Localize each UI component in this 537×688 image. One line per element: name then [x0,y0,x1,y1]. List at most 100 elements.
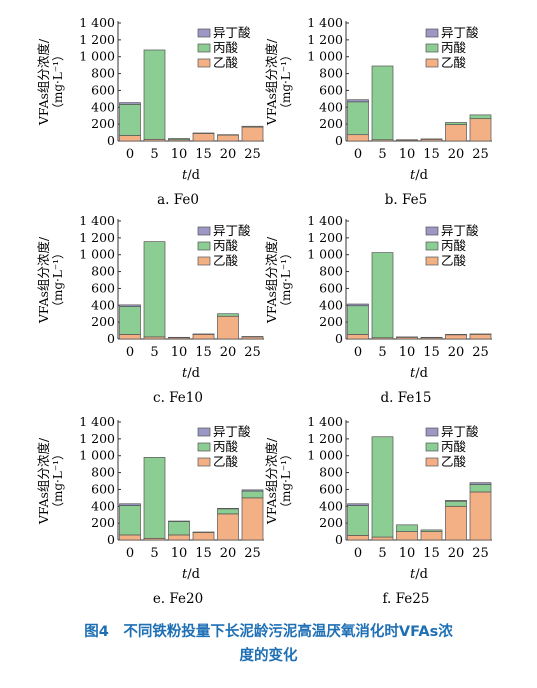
bar-segment [168,534,190,541]
x-tick-label: 15 [195,546,212,561]
y-axis-unit: （mg·L⁻¹） [279,247,293,313]
bar-segment [119,334,141,340]
x-tick-label: 0 [354,546,362,561]
x-tick-label: 20 [448,546,465,561]
legend-label: 乙酸 [441,55,467,70]
panel-label: b. Fe5 [385,192,427,208]
y-tick-label: 400 [91,498,115,513]
y-tick-label: 1 200 [79,32,115,47]
y-tick-label: 200 [319,116,343,131]
bar-segment [469,482,492,485]
x-axis-title: t/d [410,567,428,582]
bar-segment [347,99,369,103]
legend-label: 丙酸 [213,238,239,253]
y-tick-label: 1 200 [79,230,115,245]
y-tick-label: 1 200 [307,32,343,47]
legend-label: 乙酸 [213,253,239,268]
y-axis-title: VFAs组分浓度/ [36,38,51,126]
y-tick-label: 800 [319,465,343,480]
y-axis-unit: （mg·L⁻¹） [51,247,65,313]
bar-segment [445,500,467,502]
bar-segment [445,124,467,142]
legend-swatch [425,241,439,251]
y-tick-label: 400 [319,297,343,312]
bar-segment [119,306,141,335]
y-tick-label: 800 [91,264,115,279]
panel-label: d. Fe15 [380,390,431,406]
x-tick-label: 20 [220,345,237,360]
bar-segment [396,524,418,532]
y-axis-unit: （mg·L⁻¹） [279,49,293,115]
y-tick-label: 1 400 [307,15,343,30]
y-tick-label: 1 000 [307,247,343,262]
caption-line-2: 度的变化 [239,648,298,664]
x-tick-label: 5 [378,345,386,360]
y-tick-label: 1 400 [79,414,115,429]
x-tick-label: 20 [448,345,465,360]
y-axis-title: VFAs组分浓度/ [36,236,51,324]
y-tick-label: 400 [91,297,115,312]
x-tick-label: 5 [378,546,386,561]
bar-segment [217,313,239,317]
bar-segment [371,536,394,541]
panel-label: a. Fe0 [157,192,199,208]
y-tick-label: 200 [319,515,343,530]
y-tick-label: 1 400 [307,414,343,429]
y-tick-label: 800 [319,264,343,279]
x-tick-label: 0 [354,147,362,162]
legend-label: 异丁酸 [441,223,479,238]
bar-segment [168,521,190,536]
legend-label: 丙酸 [213,439,239,454]
y-tick-label: 800 [319,66,343,81]
bar-segment [192,532,215,541]
bar-segment [469,491,492,541]
legend-swatch [197,226,211,236]
legend-swatch [197,58,211,68]
bar-segment [241,489,264,492]
legend-label: 丙酸 [213,40,239,55]
bar-segment [143,457,166,539]
bar-segment [371,436,394,538]
legend-label: 乙酸 [213,454,239,469]
x-axis-title: t/d [182,168,200,183]
bar-segment [241,125,264,128]
x-tick-label: 20 [448,147,465,162]
bar-segment [347,305,369,335]
x-tick-label: 15 [195,147,212,162]
bar-segment [469,334,492,340]
legend-swatch [197,256,211,266]
legend-swatch [425,457,439,467]
y-axis-title: VFAs组分浓度/ [264,437,279,525]
caption-line-1: 图4 不同铁粉投量下长泥龄污泥高温厌氧消化时VFAs浓 [84,624,453,640]
panel-label: f. Fe25 [383,591,430,607]
x-axis-title: t/d [410,366,428,381]
y-tick-label: 0 [107,532,115,547]
y-tick-label: 1 400 [307,213,343,228]
y-tick-label: 200 [91,314,115,329]
x-tick-label: 10 [399,147,416,162]
legend-label: 乙酸 [213,55,239,70]
legend-swatch [197,241,211,251]
x-tick-label: 10 [171,345,188,360]
x-tick-label: 10 [399,345,416,360]
y-tick-label: 600 [319,280,343,295]
bar-segment [217,513,239,541]
legend-swatch [425,43,439,53]
y-tick-label: 600 [319,481,343,496]
x-tick-label: 0 [126,147,134,162]
legend-label: 乙酸 [441,454,467,469]
legend-swatch [197,427,211,437]
y-tick-label: 200 [319,314,343,329]
x-tick-label: 15 [195,345,212,360]
legend-swatch [197,442,211,452]
bar-segment [217,134,239,142]
bar-segment [192,334,215,340]
x-axis-title: t/d [410,168,428,183]
y-tick-label: 1 200 [307,431,343,446]
legend-swatch [425,427,439,437]
y-tick-label: 1 200 [307,230,343,245]
